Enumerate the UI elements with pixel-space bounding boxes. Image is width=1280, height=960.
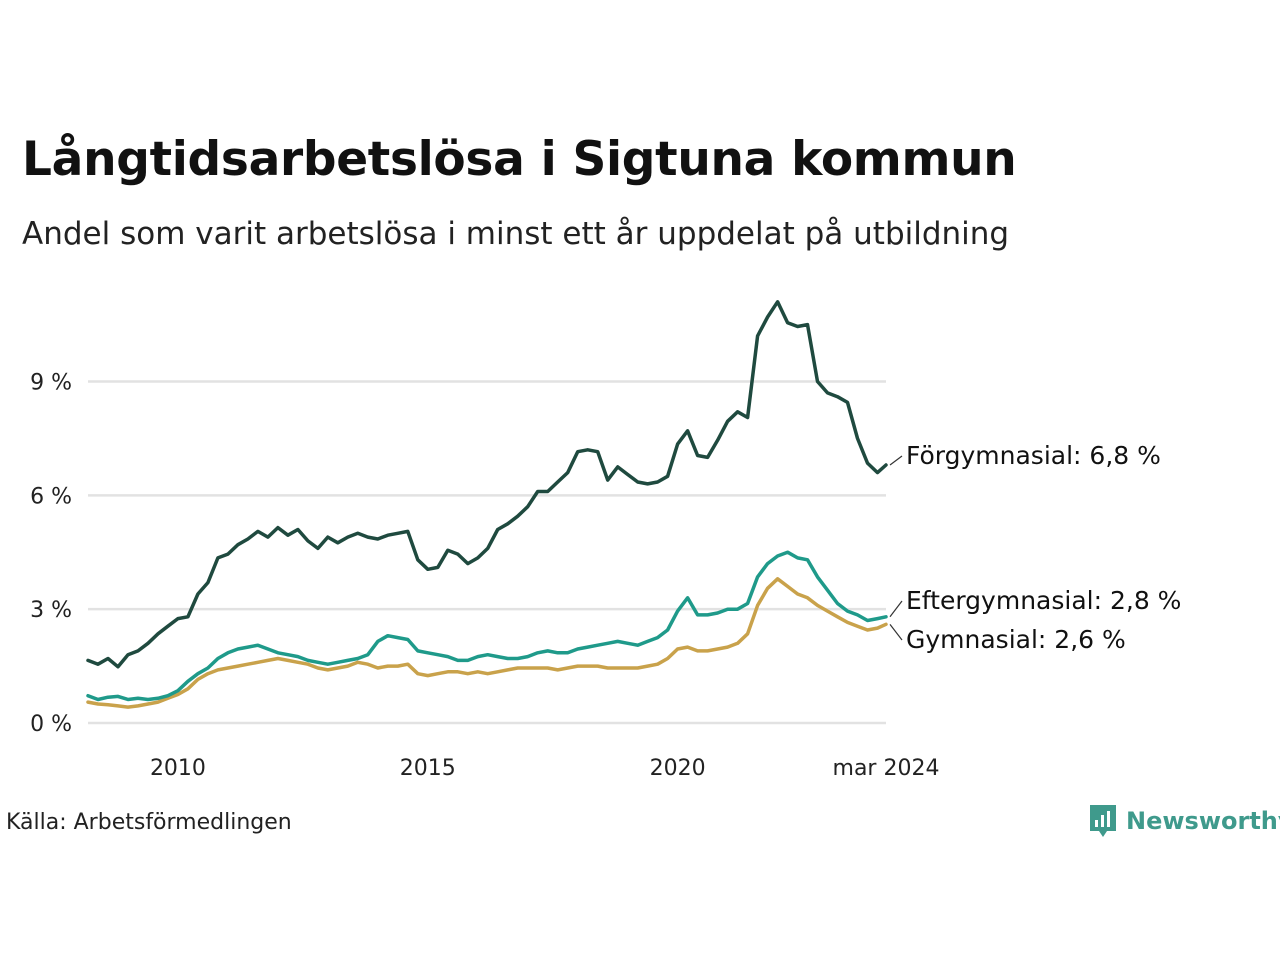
series-label-eftergymnasial: Eftergymnasial: 2,8 % — [906, 586, 1181, 615]
x-axis-ticks: 2010 2015 2020 mar 2024 — [150, 756, 940, 781]
series-line-förgymnasial — [86, 300, 888, 669]
y-tick-label: 3 % — [30, 598, 72, 623]
y-tick-label: 0 % — [30, 712, 72, 737]
x-tick-label: 2020 — [650, 756, 706, 781]
series-line-eftergymnasial — [86, 550, 888, 702]
series-line-gymnasial — [86, 577, 888, 709]
source-note: Källa: Arbetsförmedlingen — [6, 810, 292, 835]
y-tick-label: 6 % — [30, 484, 72, 509]
series-label-förgymnasial: Förgymnasial: 6,8 % — [906, 441, 1161, 470]
y-axis-ticks: 0 % 3 % 6 % 9 % — [30, 370, 72, 737]
line-chart: 0 % 3 % 6 % 9 % 2010 2015 2020 mar 2024 Förgym… — [30, 300, 1181, 781]
brand-logo[interactable]: Newsworthy — [1088, 803, 1280, 839]
series-labels: Förgymnasial: 6,8 % Eftergymnasial: 2,8 %… — [889, 441, 1181, 654]
chart-subtitle: Andel som varit arbetslösa i minst ett å… — [22, 216, 1010, 252]
chart-title: Långtidsarbetslösa i Sigtuna kommun — [22, 132, 1017, 187]
label-leader-line — [889, 623, 903, 641]
gridlines — [88, 380, 886, 725]
bar-chart-speech-icon — [1090, 805, 1116, 837]
series-lines — [86, 300, 888, 709]
series-label-gymnasial: Gymnasial: 2,6 % — [906, 625, 1126, 654]
y-tick-label: 9 % — [30, 370, 72, 395]
x-tick-label: 2010 — [150, 756, 206, 781]
label-leader-line — [889, 600, 903, 618]
brand-name: Newsworthy — [1126, 807, 1280, 835]
x-tick-label: mar 2024 — [833, 756, 940, 781]
label-leader-line — [889, 455, 903, 466]
x-tick-label: 2015 — [400, 756, 456, 781]
